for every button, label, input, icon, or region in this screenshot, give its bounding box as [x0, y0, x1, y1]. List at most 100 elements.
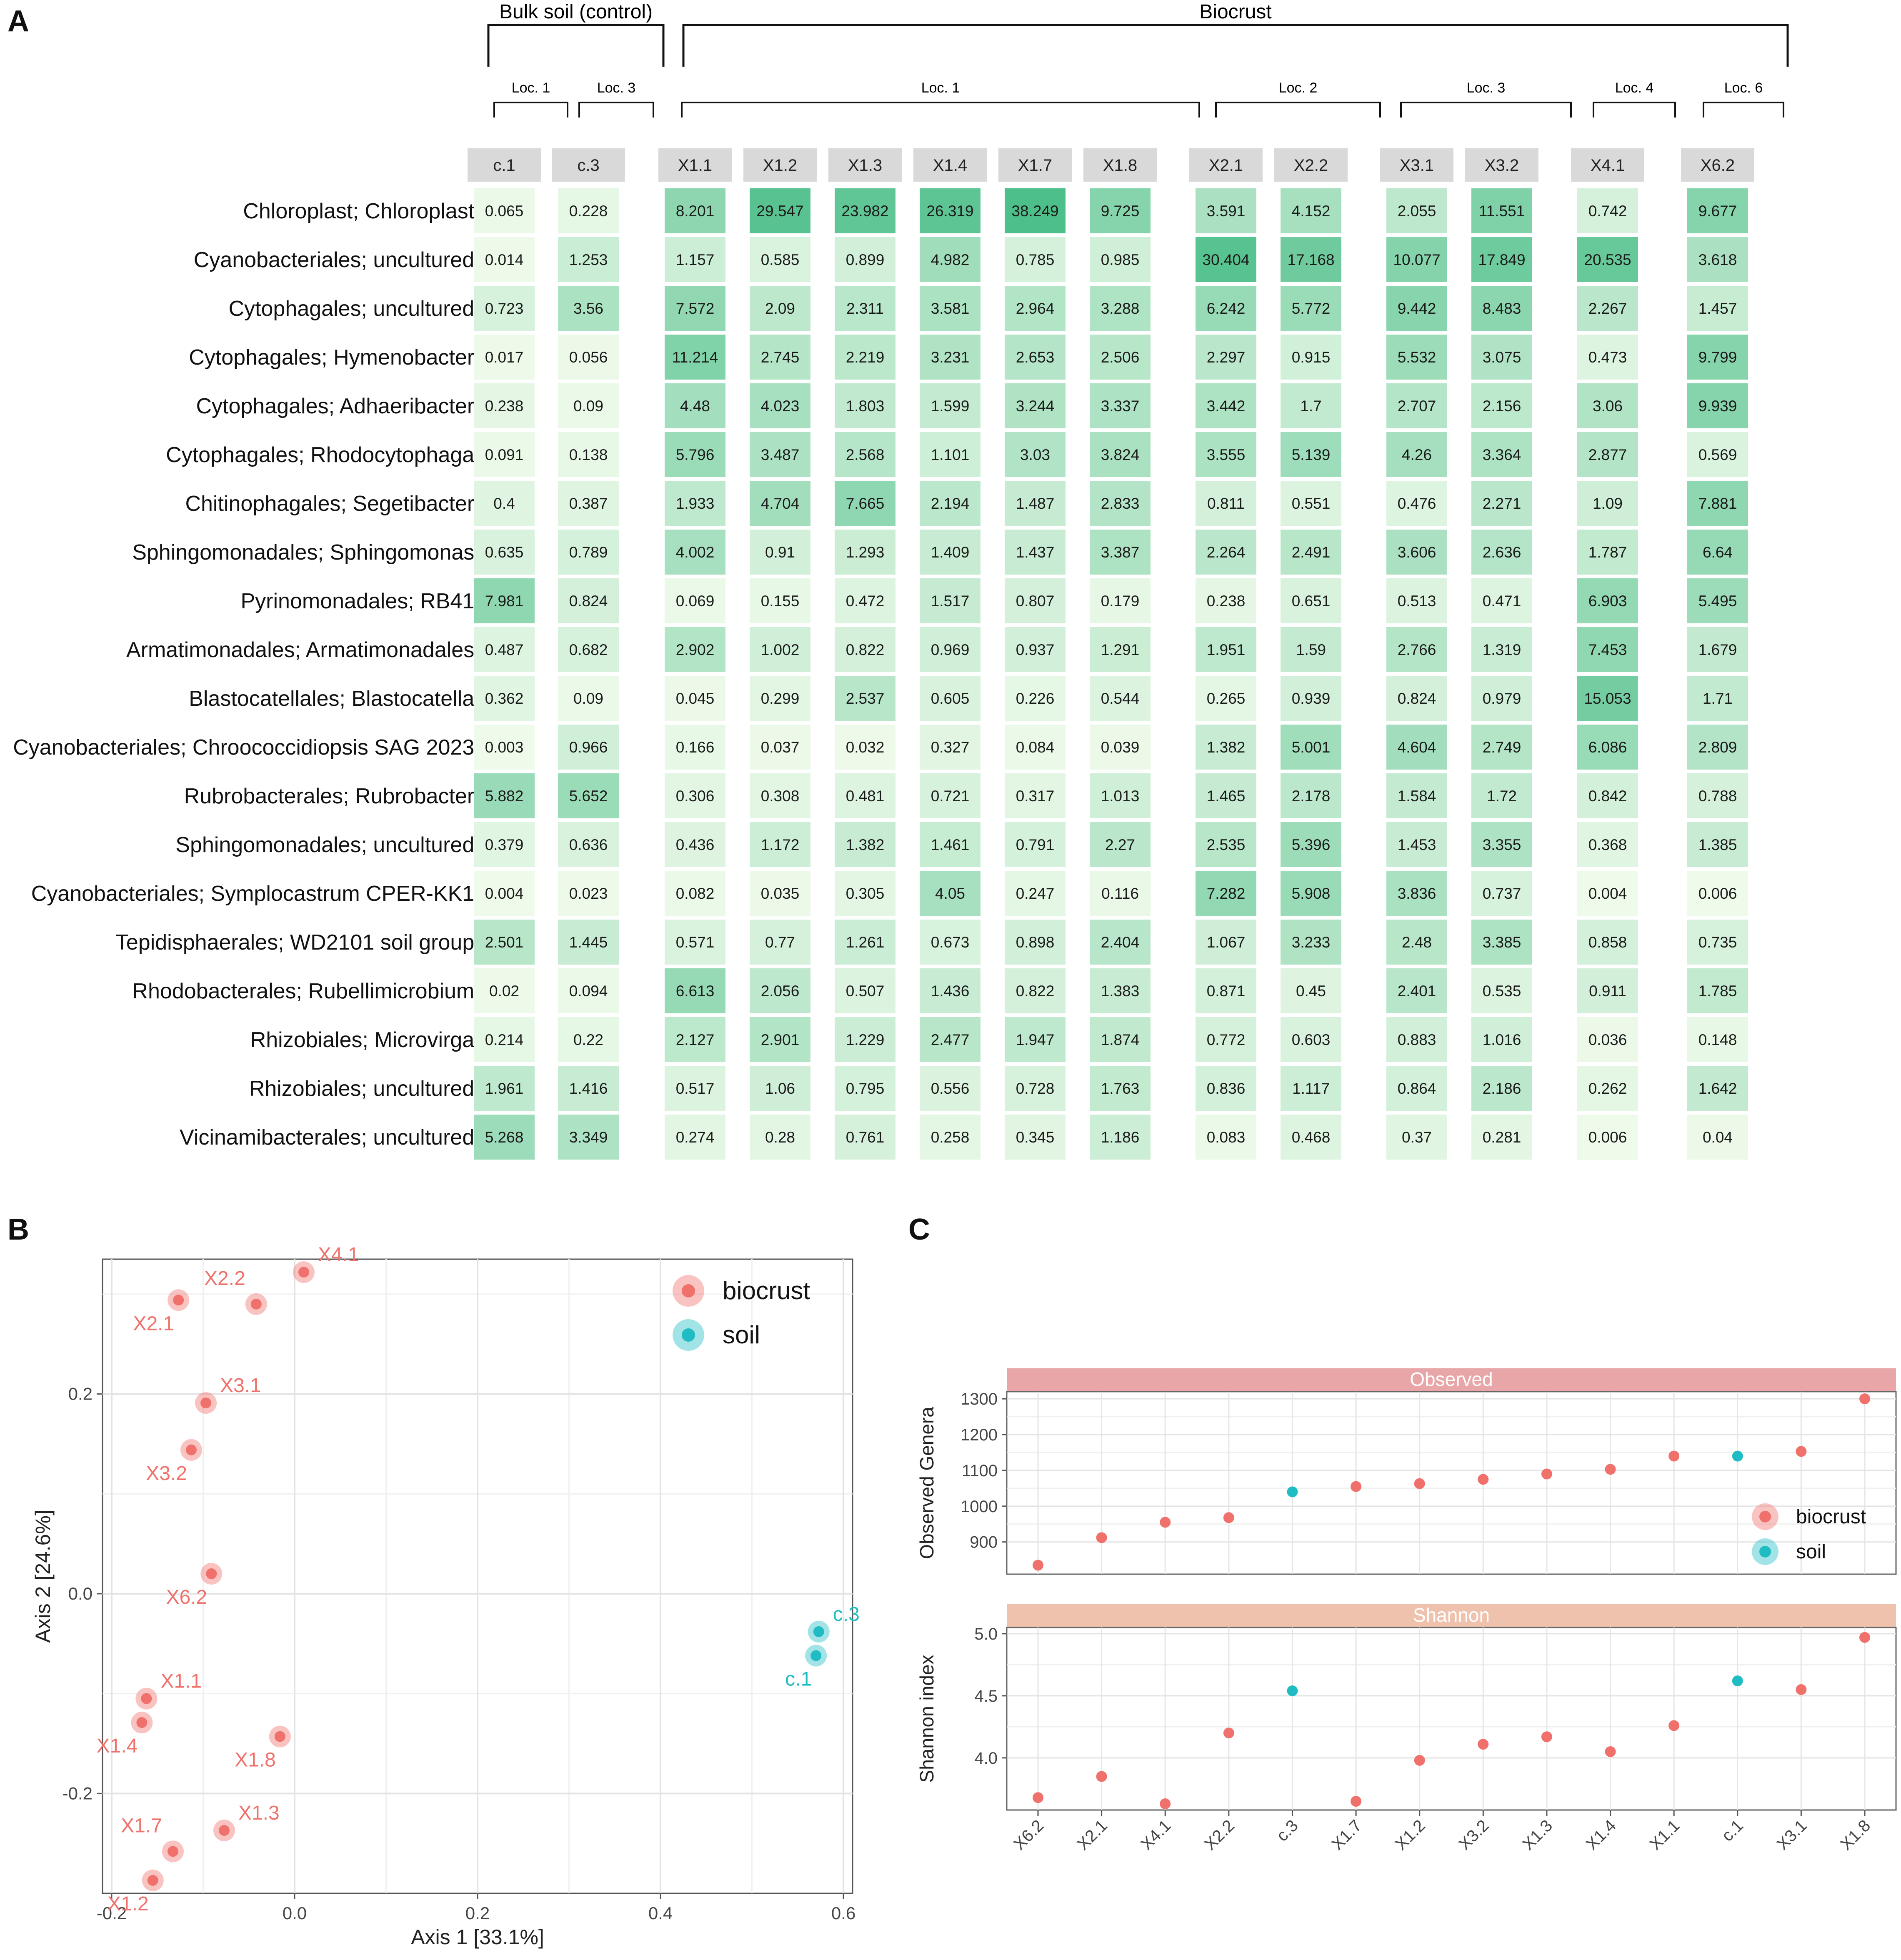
- heatmap-cell: [1005, 188, 1066, 233]
- column-label-x1-7: X1.7: [1018, 156, 1052, 175]
- cell-value: 3.387: [1101, 544, 1140, 561]
- heatmap-cell: [1577, 725, 1638, 770]
- heatmap-cell: [750, 335, 810, 380]
- point-observed-x3-1: [1796, 1446, 1807, 1457]
- cell-value: 0.605: [931, 690, 970, 707]
- x-tick-label: 0.0: [283, 1903, 307, 1923]
- point-observed-x1-8: [1859, 1393, 1870, 1405]
- heatmap-cell: [835, 432, 895, 477]
- heatmap-cell: [750, 286, 810, 331]
- cell-value: 1.253: [569, 251, 608, 268]
- heatmap-cell: [1471, 676, 1532, 721]
- point-x6-2: [206, 1568, 217, 1580]
- point-shannon-x4-1: [1160, 1798, 1171, 1810]
- cell-value: 17.168: [1287, 251, 1334, 268]
- cell-value: 0.842: [1588, 788, 1627, 805]
- group-label-biocrust: Biocrust: [1199, 1, 1271, 23]
- heatmap-cell: [665, 725, 725, 770]
- cell-value: 2.194: [931, 495, 970, 512]
- heatmap-cell: [835, 188, 895, 233]
- heatmap-cell: [1471, 432, 1532, 477]
- heatmap-cell: [1687, 1066, 1748, 1111]
- column-strip-x4-1: [1571, 148, 1644, 182]
- heatmap-cell: [558, 627, 619, 672]
- heatmap-cell: [750, 773, 810, 818]
- cell-value: 3.244: [1016, 398, 1055, 415]
- cell-value: 0.327: [931, 739, 970, 756]
- heatmap-cell: [750, 481, 810, 526]
- facet-strip-observed: [1007, 1368, 1896, 1392]
- location-label: Loc. 6: [1724, 80, 1763, 96]
- heatmap-cell: [1471, 237, 1532, 282]
- heatmap-cell: [1196, 383, 1256, 428]
- x-tick-label-x1-1: X1.1: [1646, 1816, 1683, 1853]
- point-label-x2-1: X2.1: [133, 1312, 174, 1335]
- cell-value: 0.979: [1483, 690, 1521, 707]
- point-label-x3-1: X3.1: [220, 1375, 261, 1397]
- cell-value: 2.271: [1483, 495, 1521, 512]
- cell-value: 2.501: [485, 934, 524, 951]
- cell-value: 1.72: [1487, 788, 1517, 805]
- heatmap-cell: [474, 335, 535, 380]
- heatmap-cell: [835, 822, 895, 867]
- heatmap-cell: [1687, 383, 1748, 428]
- cell-value: 2.902: [676, 641, 715, 658]
- cell-value: 0.04: [1703, 1129, 1733, 1146]
- cell-value: 0.966: [569, 739, 608, 756]
- heatmap-cell: [835, 1115, 895, 1160]
- heatmap-cell: [920, 627, 981, 672]
- heatmap-cell: [1090, 1017, 1151, 1062]
- heatmap-cell: [1090, 676, 1151, 721]
- heatmap-cell: [1687, 725, 1748, 770]
- heatmap-cell: [1687, 188, 1748, 233]
- cell-value: 0.379: [485, 836, 524, 853]
- heatmap-cell: [558, 871, 619, 916]
- heatmap-cell: [1281, 627, 1341, 672]
- cell-value: 3.355: [1483, 836, 1521, 853]
- cell-value: 0.735: [1698, 934, 1737, 951]
- heatmap-cell: [920, 871, 981, 916]
- heatmap-cell: [1090, 1066, 1151, 1111]
- heatmap-cell: [1005, 1017, 1066, 1062]
- heatmap-cell: [835, 335, 895, 380]
- cell-value: 0.28: [765, 1129, 795, 1146]
- cell-value: 1.517: [931, 592, 970, 610]
- cell-value: 2.264: [1207, 544, 1246, 561]
- cell-value: 1.117: [1292, 1080, 1330, 1097]
- cell-value: 0.238: [1207, 592, 1246, 610]
- point-label-c-1: c.1: [785, 1668, 812, 1690]
- cell-value: 0.09: [573, 398, 603, 415]
- cell-value: 6.903: [1588, 592, 1627, 610]
- cell-value: 0.77: [765, 934, 795, 951]
- column-label-x1-1: X1.1: [678, 156, 712, 175]
- panel-label-b: B: [8, 1213, 29, 1246]
- heatmap-cell: [835, 920, 895, 965]
- cell-value: 0.728: [1016, 1080, 1055, 1097]
- cell-value: 20.535: [1584, 251, 1631, 268]
- point-label-x4-1: X4.1: [318, 1244, 359, 1266]
- heatmap-cell: [665, 188, 725, 233]
- heatmap-cell: [474, 286, 535, 331]
- heatmap-cell: [665, 871, 725, 916]
- heatmap-cell: [1577, 286, 1638, 331]
- heatmap-cell: [1281, 432, 1341, 477]
- heatmap-cell: [1471, 968, 1532, 1013]
- heatmap-cell: [1471, 1017, 1532, 1062]
- cell-value: 1.679: [1698, 641, 1737, 658]
- cell-value: 0.864: [1398, 1080, 1436, 1097]
- heatmap-cell: [1577, 773, 1638, 818]
- heatmap-cell: [1687, 578, 1748, 623]
- group-bracket-bulk-soil-control: [487, 24, 665, 67]
- heatmap-cell: [1577, 383, 1638, 428]
- cell-value: 7.572: [676, 300, 715, 317]
- heatmap-cell: [1005, 676, 1066, 721]
- cell-value: 7.282: [1207, 885, 1246, 902]
- heatmap-cell: [750, 188, 810, 233]
- row-label: Rhizobiales; Microvirga -: [250, 1028, 488, 1052]
- x-tick-label-x4-1: X4.1: [1137, 1816, 1174, 1853]
- column-strip-x1-3: [828, 148, 902, 182]
- heatmap-cell: [750, 822, 810, 867]
- heatmap-cell: [1386, 237, 1447, 282]
- point-label-x1-7: X1.7: [121, 1815, 162, 1837]
